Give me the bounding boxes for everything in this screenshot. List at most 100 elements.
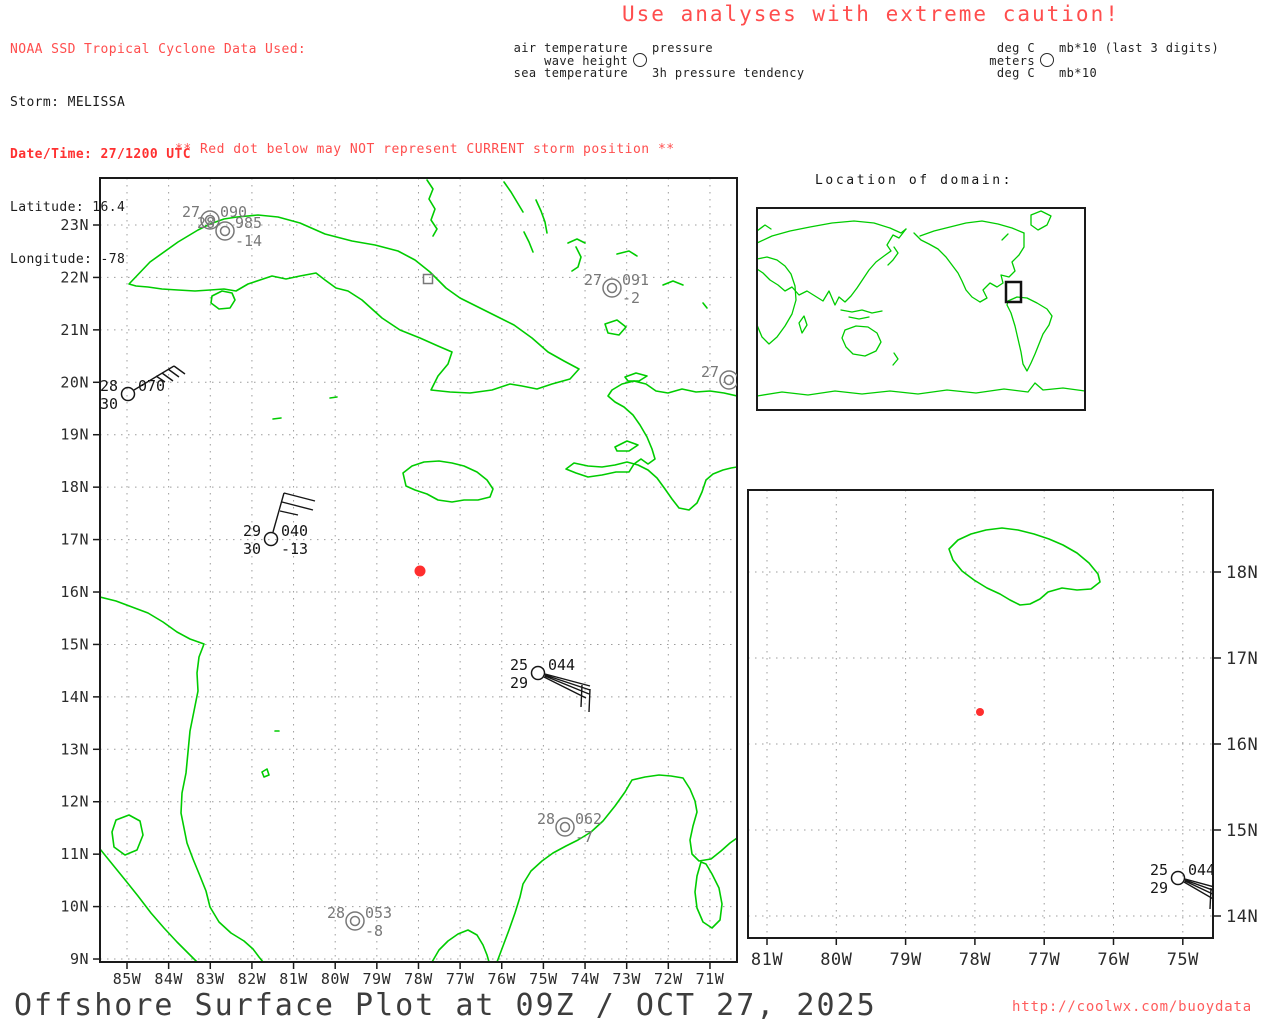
datetime-label: Date/Time: 27/1200 UTC	[10, 147, 191, 162]
station-plot: 28 985-14	[197, 214, 262, 250]
lon-tick-label: 82W	[238, 970, 267, 988]
station-plot	[422, 273, 434, 285]
legend-air-temp: air temperature	[513, 41, 628, 55]
wind-barb-icon	[1183, 878, 1213, 910]
lat-tick-label: 19N	[60, 426, 89, 444]
pressure-tendency-value: -13	[281, 540, 308, 558]
air-temp-value: 28	[197, 214, 215, 232]
lon-tick-label: 80W	[321, 970, 350, 988]
station-plot: 27	[701, 363, 737, 390]
lon-tick-label: 84W	[154, 970, 183, 988]
lat-tick-label: 17N	[1226, 649, 1258, 669]
station-plot: 27 090	[182, 203, 247, 230]
lon-tick-label: 80W	[820, 950, 852, 970]
station-circle-icon	[530, 665, 546, 681]
world-coastlines	[757, 210, 1085, 397]
station-circle-icon	[263, 531, 279, 547]
pressure-value: 062	[575, 810, 602, 828]
air-temp-value: 28	[100, 377, 118, 395]
legend-tendency: 3h pressure tendency	[652, 66, 805, 81]
lon-tick-label: 79W	[889, 950, 921, 970]
lon-tick-label: 81W	[279, 970, 308, 988]
units-legend: deg C mb*10 (last 3 digits) meters deg C…	[885, 41, 1280, 81]
zoom-map-frame	[747, 489, 1214, 939]
lon-tick-label: 75W	[529, 970, 558, 988]
lon-tick-label: 83W	[196, 970, 225, 988]
calm-station-icon	[719, 370, 737, 390]
caution-banner: Use analyses with extreme caution!	[622, 2, 1120, 26]
lat-tick-label: 21N	[60, 321, 89, 339]
lon-tick-label: 75W	[1167, 950, 1199, 970]
wind-barb-icon	[133, 365, 186, 391]
lat-tick-label: 10N	[60, 898, 89, 916]
lat-tick-label: 13N	[60, 740, 89, 758]
lon-tick-label: 85W	[113, 970, 142, 988]
pressure-value: 044	[1188, 861, 1215, 879]
pressure-value: 053	[365, 904, 392, 922]
sea-temp-value: 29	[1150, 879, 1168, 897]
lon-tick-label: 78W	[959, 950, 991, 970]
lon-tick-label: 76W	[1097, 950, 1129, 970]
zoom-map-coastlines	[948, 527, 1101, 606]
longitude-label: Longitude: -78	[10, 252, 126, 267]
zoom-map-axis-labels: 81W 80W 79W 78W 77W 76W 75W 18N 17N 16N 15N 14N	[751, 563, 1258, 970]
wind-barb-icon	[543, 673, 591, 713]
lon-tick-label: 73W	[612, 970, 641, 988]
lat-tick-label: 23N	[60, 216, 89, 234]
inset-frame	[756, 207, 1086, 411]
pressure-value: 090	[220, 203, 247, 221]
air-temp-value: 27	[701, 363, 719, 381]
pressure-value: 091	[622, 271, 649, 289]
station-circle-icon	[120, 386, 136, 402]
calm-station-icon	[345, 911, 365, 931]
pressure-value: 985	[235, 214, 262, 232]
pressure-value: 044	[548, 656, 575, 674]
lon-tick-label: 77W	[1028, 950, 1060, 970]
air-temp-value: 25	[510, 656, 528, 674]
lat-tick-label: 20N	[60, 373, 89, 391]
station-circle-icon	[633, 52, 647, 67]
legend-degc-2: deg C	[996, 66, 1035, 81]
sea-temp-value: 30	[100, 395, 118, 413]
square-station-icon	[422, 273, 434, 285]
legend-meters: meters	[989, 53, 1035, 68]
storm-name: Storm: MELISSA	[10, 94, 126, 110]
lon-tick-label: 74W	[571, 970, 600, 988]
lon-tick-label: 72W	[654, 970, 683, 988]
air-temp-value: 25	[1150, 861, 1168, 879]
lat-tick-label: 18N	[60, 478, 89, 496]
lat-tick-label: 15N	[1226, 821, 1258, 841]
site-url: http://coolwx.com/buoydata	[1012, 999, 1252, 1015]
inset-map-title: Location of domain:	[815, 173, 1014, 188]
air-temp-value: 27	[584, 271, 602, 289]
lat-tick-label: 14N	[60, 688, 89, 706]
lon-tick-label: 76W	[487, 970, 516, 988]
lat-tick-label: 14N	[1226, 907, 1258, 927]
main-map-coastlines	[100, 179, 737, 962]
air-temp-value: 27	[182, 203, 200, 221]
pressure-tendency-value: -8	[365, 922, 383, 940]
legend-wave-height: wave height	[544, 53, 628, 68]
legend-degc-1: deg C	[996, 41, 1035, 55]
station-circle-icon	[1040, 52, 1054, 67]
sea-temp-value: 30	[243, 540, 261, 558]
lon-tick-label: 71W	[696, 970, 725, 988]
station-plot-legend: air temperature pressure wave height sea…	[448, 41, 882, 81]
lat-tick-label: 9N	[70, 950, 89, 968]
sea-temp-value: 29	[510, 674, 528, 692]
pressure-tendency-value: -14	[235, 232, 262, 250]
storm-position-dot	[976, 708, 984, 716]
zoom-map-grid	[748, 490, 1213, 938]
lon-tick-label: 78W	[404, 970, 433, 988]
legend-sea-temp: sea temperature	[513, 66, 628, 81]
station-plot: 27 091-2	[584, 271, 649, 307]
lat-tick-label: 17N	[60, 531, 89, 549]
calm-station-icon	[215, 221, 235, 241]
legend-pressure: pressure	[652, 41, 713, 55]
